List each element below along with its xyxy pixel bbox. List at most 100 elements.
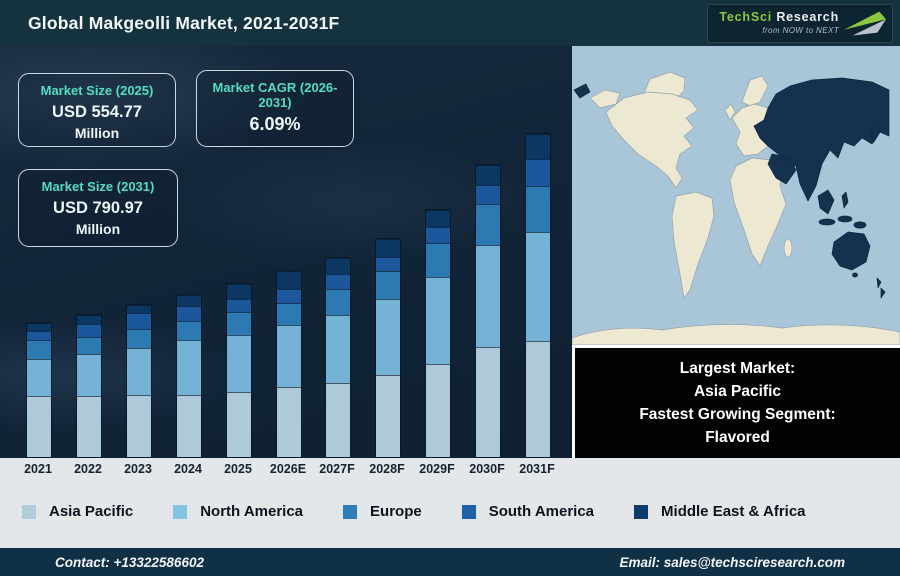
chart-panel: Market Size (2025) USD 554.77 Million Ma… xyxy=(0,46,572,458)
chart-legend: Asia Pacific North America Europe South Ame… xyxy=(22,503,806,520)
bar-segment-south-america xyxy=(127,313,151,329)
bar-segment-middle-east-africa xyxy=(326,258,350,274)
bar-segment-south-america xyxy=(426,227,450,243)
bar-segment-asia-pacific xyxy=(326,383,350,457)
map-landmass-united-kingdom xyxy=(724,103,736,121)
info-card-unit: Million xyxy=(75,221,121,237)
bar-segment-middle-east-africa xyxy=(277,271,301,289)
bar-segment-north-america xyxy=(476,245,500,347)
bar-2023 xyxy=(126,304,152,458)
bar-segment-middle-east-africa xyxy=(526,134,550,159)
x-axis-label-2022: 2022 xyxy=(74,462,102,476)
callout-line-2: Asia Pacific xyxy=(693,383,782,400)
bar-segment-north-america xyxy=(27,359,51,396)
x-axis-label-2026E: 2026E xyxy=(269,462,307,476)
bar-segment-south-america xyxy=(476,185,500,204)
bar-segment-asia-pacific xyxy=(227,392,251,457)
bar-segment-europe xyxy=(27,340,51,359)
bar-segment-europe xyxy=(277,303,301,325)
map-highlight-indochina xyxy=(817,189,835,215)
bar-segment-asia-pacific xyxy=(277,387,301,457)
x-axis-label-2021: 2021 xyxy=(24,462,52,476)
bar-segment-north-america xyxy=(326,315,350,383)
bar-segment-south-america xyxy=(526,159,550,186)
legend-item-north-america: North America xyxy=(173,503,303,520)
legend-swatch xyxy=(461,504,476,519)
bar-2029F xyxy=(425,209,451,458)
legend-item-middle-east-africa: Middle East & Africa xyxy=(634,503,806,520)
legend-label: North America xyxy=(200,503,304,520)
map-highlight-indonesia-west xyxy=(818,218,836,226)
callout-line-3: Fastest Growing Segment: xyxy=(639,406,836,423)
bar-segment-europe xyxy=(326,289,350,315)
page-title: Global Makgeolli Market, 2021-2031F xyxy=(28,12,340,33)
bar-segment-middle-east-africa xyxy=(376,239,400,257)
bar-segment-north-america xyxy=(77,354,101,396)
bar-segment-south-america xyxy=(376,257,400,271)
bar-2021 xyxy=(26,322,52,458)
logo-brand-secondary: Research xyxy=(776,9,839,24)
bar-segment-asia-pacific xyxy=(376,375,400,457)
info-card-market-cagr: Market CAGR (2026-2031) 6.09% xyxy=(196,70,354,147)
map-highlight-new-zealand xyxy=(876,277,886,299)
map-highlight-philippines xyxy=(841,191,849,209)
map-highlight-japan xyxy=(869,121,881,143)
bar-segment-europe xyxy=(426,243,450,277)
x-axis-label-2028F: 2028F xyxy=(369,462,405,476)
x-axis-label-2023: 2023 xyxy=(124,462,152,476)
bar-segment-europe xyxy=(526,186,550,232)
world-map-svg xyxy=(572,46,900,345)
bar-2030F xyxy=(475,164,501,458)
bar-segment-north-america xyxy=(277,325,301,387)
logo-arrow-icon xyxy=(844,11,886,35)
legend-label: Europe xyxy=(370,503,422,520)
bar-segment-north-america xyxy=(376,299,400,375)
bar-segment-south-america xyxy=(326,274,350,289)
legend-swatch xyxy=(22,504,36,519)
bar-segment-south-america xyxy=(177,306,201,321)
callout-line-1: Largest Market: xyxy=(679,360,796,377)
logo-tagline: from NOW to NEXT xyxy=(762,25,839,35)
logo-brand-line: TechSci Research xyxy=(719,9,839,24)
x-axis-label-2030F: 2030F xyxy=(469,462,505,476)
info-card-market-size-2025: Market Size (2025) USD 554.77 Million xyxy=(18,73,176,147)
x-axis-label-2029F: 2029F xyxy=(419,462,455,476)
info-card-title: Market Size (2031) xyxy=(41,179,155,194)
bar-2025 xyxy=(226,283,252,458)
info-card-value: 6.09% xyxy=(249,114,301,134)
x-axis-label-2031F: 2031F xyxy=(519,462,555,476)
bar-segment-asia-pacific xyxy=(426,364,450,457)
bar-segment-europe xyxy=(77,337,101,354)
bar-segment-north-america xyxy=(177,340,201,395)
bar-segment-asia-pacific xyxy=(476,347,500,457)
bar-segment-north-america xyxy=(426,277,450,364)
x-axis-label-2027F: 2027F xyxy=(319,462,355,476)
bar-segment-europe xyxy=(227,312,251,335)
legend-swatch xyxy=(173,504,188,519)
info-card-unit: Million xyxy=(74,125,120,141)
bar-segment-middle-east-africa xyxy=(426,210,450,227)
bar-segment-europe xyxy=(476,204,500,245)
bar-2024 xyxy=(176,294,202,458)
bar-segment-middle-east-africa xyxy=(227,284,251,299)
legend-item-asia-pacific: Asia Pacific xyxy=(22,503,133,520)
map-landmass-madagascar xyxy=(783,238,793,258)
bar-segment-europe xyxy=(127,329,151,348)
legend-swatch xyxy=(634,504,649,519)
bottom-band: 2021 2022 2023 2024 2025 2026E 2027F 2028F 2029F… xyxy=(0,458,900,548)
bar-2031F xyxy=(525,133,551,458)
map-highlight-asia xyxy=(753,77,890,202)
bar-segment-middle-east-africa xyxy=(127,305,151,313)
info-card-title: Market Size (2025) xyxy=(40,83,154,98)
bar-segment-middle-east-africa xyxy=(177,295,201,306)
bar-segment-asia-pacific xyxy=(177,395,201,457)
map-highlight-indonesia-east xyxy=(837,215,853,223)
bar-segment-europe xyxy=(177,321,201,340)
map-landmass-south-america xyxy=(671,191,715,299)
stacked-bar-chart xyxy=(0,46,572,458)
bar-segment-north-america xyxy=(526,232,550,341)
logo-brand-primary: TechSci xyxy=(719,9,773,24)
map-highlight-chukotka xyxy=(573,83,591,99)
map-landmass-antarctica xyxy=(572,324,900,345)
